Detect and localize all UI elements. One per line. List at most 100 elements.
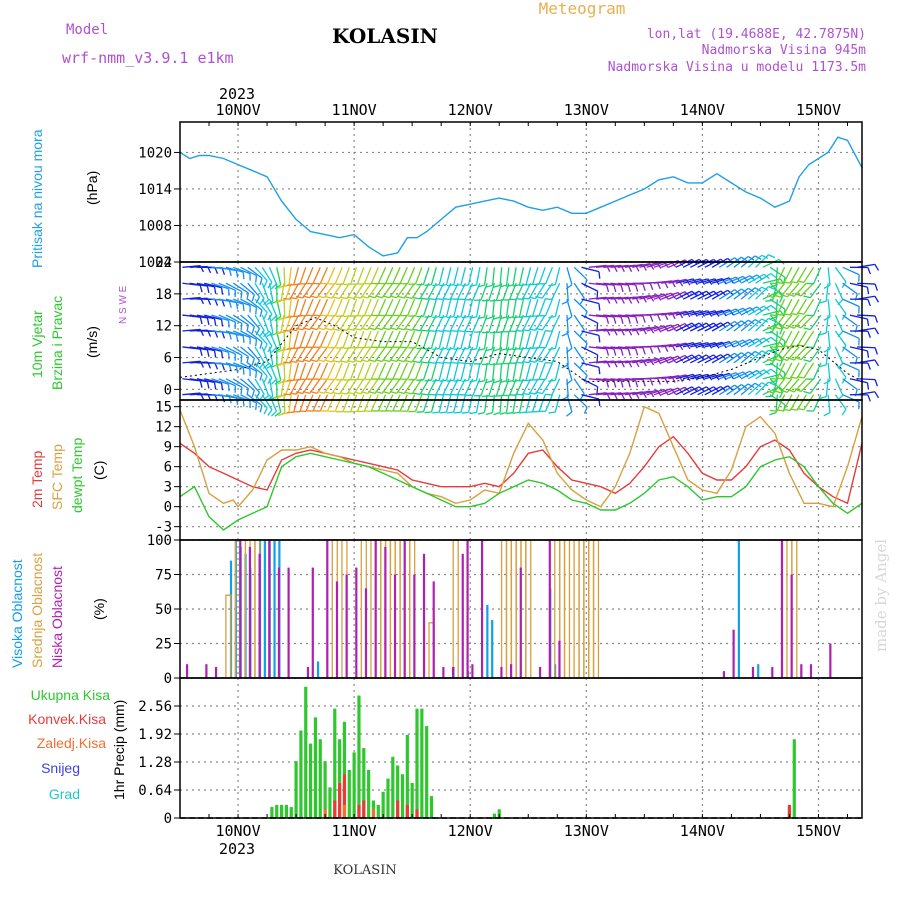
- wind-barb-flag: [347, 360, 355, 363]
- wind-barb-flag: [228, 300, 232, 308]
- cloud-ylabel-mid: Srednja Oblacnost: [29, 553, 45, 668]
- wind-barb-flag: [544, 330, 552, 332]
- wind-barb-flag: [561, 300, 569, 305]
- wind-barb-flag: [485, 348, 493, 352]
- wind-barb-flag: [477, 284, 485, 288]
- wind-barb-flag: [867, 330, 871, 338]
- wind-barb-flag: [221, 363, 226, 371]
- bar-total: [347, 769, 351, 818]
- wind-barb-flag: [779, 359, 784, 367]
- wind-barb: [225, 314, 243, 325]
- wind-barb: [603, 346, 622, 350]
- wind-barb-flag: [776, 377, 784, 380]
- wind-panel-labels: 10m Vjetar Brzina i Pravac (m/s) N S W E: [29, 285, 129, 390]
- wind-barb-flag: [235, 334, 239, 342]
- pressure-panel-labels: Pritisak na nivou mora (hPa): [29, 129, 100, 268]
- wind-barb-flag: [274, 364, 282, 367]
- top-day-label: 14NOV: [680, 101, 725, 119]
- wind-barb-flag: [286, 284, 294, 287]
- wind-barb: [339, 346, 350, 363]
- wind-barb: [755, 286, 769, 300]
- wind-barb: [748, 273, 765, 284]
- wind-barb-flag: [397, 327, 405, 331]
- bottom-day-label: 14NOV: [680, 822, 725, 840]
- wind-barb: [438, 330, 445, 349]
- wind-barb: [406, 330, 416, 348]
- wind-barb: [762, 341, 781, 348]
- wind-barb: [349, 394, 358, 412]
- bar-low: [548, 540, 551, 678]
- wind-barb: [218, 330, 237, 335]
- wind-barb: [512, 267, 517, 286]
- wind-barb-flag: [266, 332, 274, 338]
- wind-barb-flag: [796, 375, 805, 379]
- temp-panel-labels: 2m Temp SFC Temp dewpt Temp (C): [29, 438, 107, 513]
- wind-barb-flag: [340, 328, 348, 332]
- wind-barb-flag: [874, 283, 878, 291]
- wind-barb-flag: [332, 296, 340, 300]
- wind-barb-flag: [259, 298, 265, 305]
- wind-barb: [544, 394, 554, 412]
- wind-barb-flag: [302, 390, 310, 394]
- wind-barb: [690, 354, 707, 364]
- wind-barb-flag: [259, 393, 265, 401]
- wind-barb: [747, 382, 763, 396]
- wind-barb-flag: [779, 327, 784, 335]
- wind-barb: [406, 362, 416, 380]
- bar-total: [313, 717, 318, 818]
- wind-barb-flag: [794, 292, 802, 297]
- wind-barb-flag: [439, 379, 447, 382]
- wind-barb-flag: [761, 382, 769, 387]
- wind-barb: [305, 298, 314, 317]
- wind-barb: [182, 392, 201, 396]
- wind-barb: [411, 346, 423, 363]
- bar-convective: [362, 800, 366, 818]
- wind-barb: [422, 267, 430, 285]
- footer-station: KOLASIN: [333, 863, 396, 878]
- wind-barb: [326, 267, 336, 285]
- cloud-ylabel-high: Visoka Oblacnost: [9, 559, 25, 668]
- wind-barb-flag: [435, 361, 444, 364]
- wind-barb: [639, 325, 658, 332]
- top-day-label: 11NOV: [332, 101, 377, 119]
- wind-barb: [312, 362, 321, 380]
- wind-barb-flag: [221, 331, 226, 339]
- wind-barb: [747, 286, 763, 300]
- wind-barb: [384, 394, 394, 412]
- wind-barb-flag: [274, 284, 282, 290]
- wind-barb-flag: [389, 295, 397, 299]
- precip-panel-labels: 1hr Precip (mm) Ukupna Kisa Konvek.Kisa …: [28, 687, 127, 802]
- wind-barb-flag: [635, 284, 639, 292]
- wind-barb-flag: [278, 316, 286, 321]
- temperature-panel-frame: [179, 399, 863, 541]
- bar-total: [367, 769, 371, 818]
- wind-barb: [363, 267, 372, 285]
- wind-barb: [467, 330, 474, 349]
- wind-barb: [283, 362, 286, 381]
- bar-low: [732, 629, 735, 678]
- bar-total: [318, 739, 322, 818]
- wind-barb: [525, 298, 532, 317]
- wind-barb: [430, 362, 437, 381]
- wind-barb: [740, 382, 756, 396]
- wind-barb: [789, 266, 800, 284]
- wind-barb: [399, 394, 408, 412]
- wind-barb-flag: [561, 332, 569, 337]
- wind-barb-flag: [485, 284, 493, 288]
- wind-barb: [334, 267, 343, 285]
- wind-barb: [535, 346, 546, 363]
- wind-barb-flag: [453, 315, 462, 319]
- wind-barb: [573, 314, 585, 331]
- wind-barb-flag: [413, 360, 421, 364]
- wind-barb: [445, 330, 452, 349]
- wind-barb: [755, 304, 772, 316]
- wind-barb: [460, 330, 467, 349]
- wind-barb: [617, 378, 636, 382]
- wind-barb: [755, 336, 772, 348]
- wind-barb: [247, 378, 260, 393]
- wind-barb: [218, 282, 236, 291]
- wind-barb-flag: [765, 331, 773, 334]
- wind-barb-flag: [649, 346, 654, 354]
- wind-barb: [305, 330, 314, 348]
- wind-barb: [438, 267, 445, 285]
